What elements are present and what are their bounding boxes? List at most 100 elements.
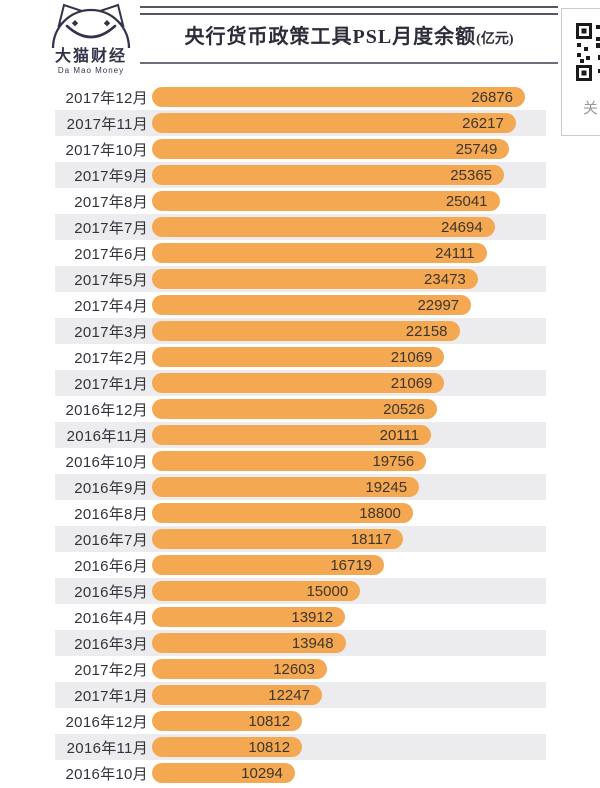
value-bar: 18800 [152,503,413,523]
chart-row: 2017年12月 26876 [0,84,600,110]
chart-row: 2016年6月 16719 [0,552,600,578]
bar-track: 16719 [152,555,525,575]
value-bar: 12247 [152,685,322,705]
category-label: 2017年10月 [65,141,148,159]
category-label: 2016年12月 [65,401,148,419]
value-label: 21069 [390,374,433,392]
bar-track: 12247 [152,685,525,705]
category-label: 2017年2月 [74,661,148,679]
category-label: 2017年5月 [74,271,148,289]
bar-track: 21069 [152,347,525,367]
value-bar: 12603 [152,659,327,679]
category-label: 2016年5月 [74,583,148,601]
left-eye-icon [71,20,79,27]
bar-track: 13912 [152,607,525,627]
bar-track: 24111 [152,243,525,263]
value-bar: 24694 [152,217,495,237]
chart-row: 2017年11月 26217 [0,110,600,136]
bar-track: 19245 [152,477,525,497]
chart-row: 2016年9月 19245 [0,474,600,500]
chart-row: 2017年1月 21069 [0,370,600,396]
chart-title-unit: (亿元) [476,32,514,47]
bar-chart: 2017年12月 26876 2017年11月 26217 2017年10月 2… [0,84,600,786]
value-label: 19756 [372,452,415,470]
value-label: 26876 [471,88,513,106]
bar-track: 19756 [152,451,525,471]
category-label: 2016年3月 [74,635,148,653]
chart-row: 2017年10月 25749 [0,136,600,162]
value-label: 18117 [350,530,392,548]
value-bar: 26217 [152,113,516,133]
category-label: 2016年12月 [65,713,148,731]
value-bar: 25041 [152,191,500,211]
value-bar: 23473 [152,269,478,289]
value-label: 25749 [455,140,498,158]
chart-title-box: 央行货币政策工具PSL月度余额(亿元) [140,6,558,64]
value-bar: 13948 [152,633,346,653]
chart-title: 央行货币政策工具PSL月度余额(亿元) [140,24,558,53]
value-label: 21069 [390,348,433,366]
value-label: 20526 [383,400,425,418]
bar-track: 26876 [152,87,525,107]
value-bar: 10294 [152,763,295,783]
value-label: 24111 [435,244,475,262]
right-eye-icon [103,20,111,27]
chart-row: 2016年8月 18800 [0,500,600,526]
bar-track: 25041 [152,191,525,211]
value-label: 24694 [440,218,483,236]
value-label: 25041 [445,192,488,210]
bar-track: 10294 [152,763,525,783]
category-label: 2016年11月 [66,739,148,757]
category-label: 2016年8月 [74,505,148,523]
chart-row: 2017年5月 23473 [0,266,600,292]
value-bar: 25749 [152,139,510,159]
bar-track: 25365 [152,165,525,185]
value-bar: 20526 [152,399,437,419]
value-bar: 19756 [152,451,427,471]
value-bar: 13912 [152,607,346,627]
bar-track: 21069 [152,373,525,393]
chart-row: 2017年2月 12603 [0,656,600,682]
logo-name-cn: 大猫财经 [54,48,127,65]
value-label: 19245 [365,478,408,496]
value-bar: 25365 [152,165,505,185]
title-top-rule [140,6,558,15]
value-label: 10294 [241,764,283,782]
category-label: 2016年4月 [74,609,148,627]
category-label: 2016年7月 [74,531,148,549]
value-label: 22997 [417,296,460,314]
chart-row: 2017年6月 24111 [0,240,600,266]
value-label: 25365 [450,166,493,184]
bar-track: 22997 [152,295,525,315]
category-label: 2016年10月 [65,453,148,471]
value-label: 26217 [462,114,504,132]
title-bottom-rule [140,62,558,64]
bar-track: 10812 [152,737,525,757]
bar-track: 12603 [152,659,525,679]
value-bar: 21069 [152,347,445,367]
category-label: 2016年6月 [74,557,148,575]
value-label: 10812 [248,712,291,730]
category-label: 2017年7月 [74,219,148,237]
chart-title-text: 央行货币政策工具PSL月度余额 [184,26,477,48]
category-label: 2017年9月 [74,167,148,185]
category-label: 2016年11月 [66,427,148,445]
value-bar: 16719 [152,555,385,575]
category-label: 2016年9月 [74,479,148,497]
chart-row: 2016年10月 19756 [0,448,600,474]
bar-track: 23473 [152,269,525,289]
bar-track: 13948 [152,633,525,653]
value-label: 18800 [359,504,401,522]
chart-row: 2017年7月 24694 [0,214,600,240]
value-bar: 20111 [152,425,432,445]
chart-row: 2016年11月 10812 [0,734,600,760]
chart-row: 2016年11月 20111 [0,422,600,448]
bar-track: 18117 [152,529,525,549]
chart-row: 2016年12月 10812 [0,708,600,734]
value-bar: 15000 [152,581,361,601]
chart-row: 2016年12月 20526 [0,396,600,422]
chart-row: 2016年7月 18117 [0,526,600,552]
bar-track: 22158 [152,321,525,341]
chart-row: 2017年3月 22158 [0,318,600,344]
value-label: 12247 [268,686,310,704]
